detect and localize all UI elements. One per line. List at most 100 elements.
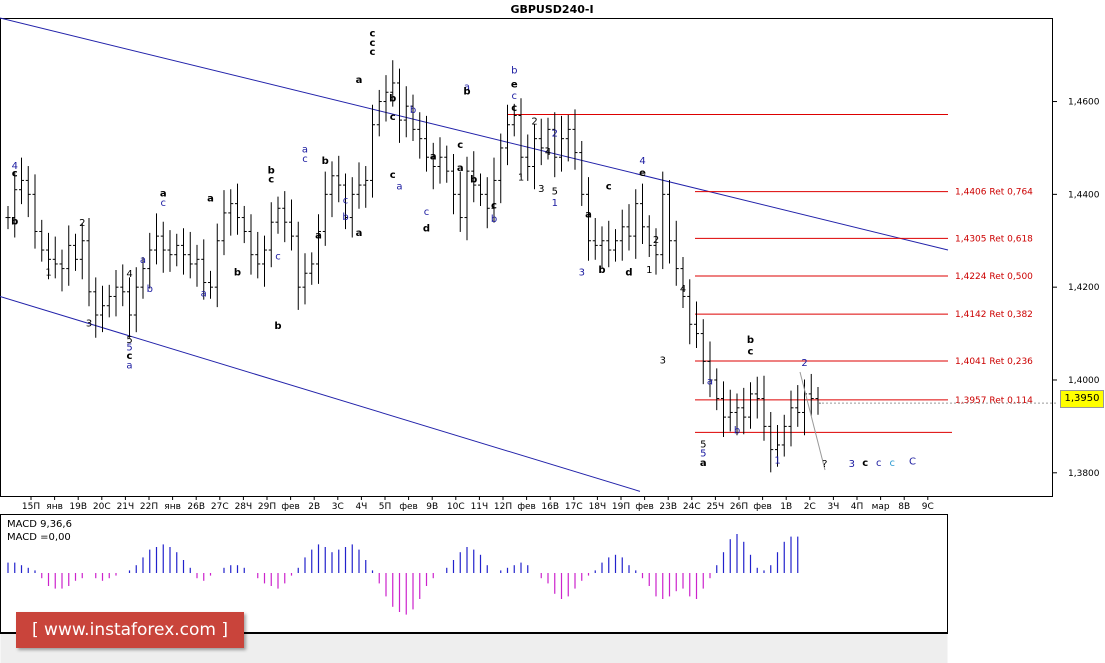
x-tick-label: 27С <box>211 502 229 512</box>
wave-label: d <box>423 223 430 234</box>
wave-label: b <box>463 87 470 98</box>
wave-label: c <box>511 103 517 114</box>
wave-label: c <box>748 346 754 357</box>
wave-label: c <box>161 198 167 209</box>
x-tick-label: 20С <box>93 502 111 512</box>
wave-label: b <box>491 214 497 225</box>
instaforex-watermark-logo: [ www.instaforex.com ] <box>16 612 244 648</box>
wave-label: 2 <box>79 218 85 229</box>
x-tick-label: 3Ч <box>827 502 839 512</box>
wave-label: b <box>268 165 275 176</box>
wave-label: b <box>389 94 396 105</box>
wave-label: a <box>356 228 363 239</box>
wave-label: c <box>890 458 896 469</box>
wave-label: b <box>747 335 754 346</box>
macd-params-label: MACD 9,36,6 <box>7 519 72 530</box>
wave-label: c <box>606 182 612 193</box>
x-tick-label: 2С <box>804 502 816 512</box>
wave-label: b <box>11 217 18 228</box>
wave-label: 5 <box>700 449 706 460</box>
price-panel-frame <box>0 18 1053 497</box>
x-tick-label: фев <box>753 502 772 512</box>
y-tick-label: 1,4400 <box>1068 190 1100 200</box>
x-tick-label: 29П <box>258 502 276 512</box>
wave-label: b <box>234 268 241 279</box>
x-tick-label: 16В <box>541 502 559 512</box>
x-tick-label: 25Ч <box>707 502 725 512</box>
y-tick-label: 1,4200 <box>1068 283 1100 293</box>
wave-label: 5 <box>126 343 132 354</box>
wave-label: c <box>275 251 281 262</box>
x-tick-label: 23В <box>659 502 677 512</box>
wave-label: c <box>343 196 349 207</box>
fib-level-label: 1,3957 Ret 0,114 <box>955 396 1033 406</box>
wave-label: a <box>464 82 470 93</box>
x-tick-label: 5П <box>379 502 392 512</box>
wave-label: d <box>625 268 632 279</box>
wave-label: c <box>457 140 463 151</box>
wave-label: 4 <box>12 161 18 172</box>
x-tick-label: 26В <box>187 502 205 512</box>
x-tick-label: 8В <box>898 502 910 512</box>
wave-label: b <box>470 175 477 186</box>
wave-label: c <box>370 29 376 40</box>
x-tick-label: 19П <box>612 502 630 512</box>
chart-title: GBPUSD240-I <box>510 3 593 16</box>
wave-label: 3 <box>86 319 92 330</box>
wave-label: 3 <box>579 268 585 279</box>
wave-label: c <box>424 207 430 218</box>
wave-label: a <box>707 377 713 388</box>
lower-channel-line <box>0 295 641 492</box>
wave-label: 1 <box>45 268 51 279</box>
x-tick-label: 21Ч <box>117 502 135 512</box>
wave-label: a <box>430 152 437 163</box>
x-tick-label: 11Ч <box>471 502 489 512</box>
x-tick-label: 17С <box>565 502 583 512</box>
wave-label: 3 <box>538 184 544 195</box>
x-tick-label: 18Ч <box>589 502 607 512</box>
wave-label: c <box>862 458 868 469</box>
wave-label: 3 <box>660 356 666 367</box>
y-tick-label: 1,4000 <box>1068 376 1100 386</box>
macd-value-label: MACD =0,00 <box>7 532 71 543</box>
x-tick-label: 4Ч <box>355 502 367 512</box>
wave-label: 2 <box>531 117 537 128</box>
wave-label: a <box>585 210 592 221</box>
projection-line <box>799 371 826 471</box>
wave-label: c <box>302 154 308 165</box>
wave-label: 1 <box>646 265 652 276</box>
x-tick-label: янв <box>164 502 181 512</box>
wave-label: b <box>598 265 605 276</box>
wave-label: a <box>457 163 464 174</box>
wave-label: c <box>390 112 396 123</box>
wave-label: 4 <box>126 269 132 280</box>
wave-label: c <box>127 351 133 362</box>
wave-label: a <box>315 230 322 241</box>
wave-label: c <box>12 169 18 180</box>
x-tick-label: 3С <box>332 502 344 512</box>
x-tick-label: фев <box>517 502 536 512</box>
x-tick-label: фев <box>281 502 300 512</box>
wave-label: c <box>390 170 396 181</box>
y-tick-label: 1,3800 <box>1068 469 1100 479</box>
wave-label: 2 <box>552 128 558 139</box>
wave-label: b <box>274 321 281 332</box>
x-tick-label: 19В <box>69 502 87 512</box>
wave-label: e <box>639 168 646 179</box>
wave-label: 4 <box>545 147 551 158</box>
wave-label: a <box>160 189 167 200</box>
x-tick-label: 26П <box>730 502 748 512</box>
wave-label: a <box>356 75 363 86</box>
wave-label: ? <box>822 459 827 470</box>
wave-label: 2 <box>801 358 807 369</box>
x-tick-label: фев <box>635 502 654 512</box>
x-tick-label: 2В <box>308 502 320 512</box>
x-tick-label: 9С <box>922 502 934 512</box>
x-tick-label: 9В <box>426 502 438 512</box>
wave-label: 4 <box>680 284 686 295</box>
x-tick-label: мар <box>872 502 890 512</box>
wave-label: c <box>876 458 882 469</box>
wave-label: a <box>302 145 308 156</box>
wave-label: b <box>147 284 153 295</box>
